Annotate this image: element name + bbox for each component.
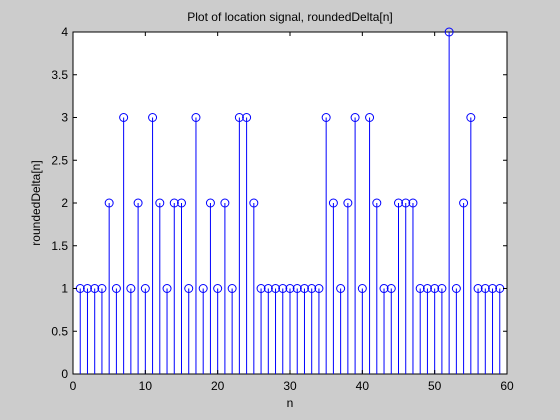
stem-marker (394, 198, 403, 208)
y-tick-label: 0 (61, 367, 68, 381)
stem-marker (459, 198, 469, 208)
y-axis-ticks: 0 0.5 1 1.5 2 2.5 3 3.5 4 (51, 25, 507, 381)
x-axis-ticks: 0 10 20 30 40 50 60 (70, 32, 514, 393)
y-axis-label: roundedDelta[n] (29, 160, 43, 245)
stem-marker (430, 284, 440, 293)
stem-marker (285, 284, 295, 293)
x-tick-label: 30 (283, 379, 297, 393)
stem-marker (220, 198, 230, 208)
y-tick-label: 3 (61, 111, 68, 125)
stem-marker (415, 284, 425, 293)
stem-marker (314, 284, 324, 293)
x-axis-label: n (287, 396, 294, 410)
stem-marker (480, 284, 490, 293)
stem-marker (256, 284, 266, 293)
x-tick-label: 10 (139, 379, 153, 393)
stem-marker (271, 284, 281, 293)
stem-marker (444, 27, 454, 37)
stem-marker (278, 284, 288, 293)
y-tick-label: 4 (61, 25, 68, 39)
stem-marker (126, 284, 136, 293)
stem-marker (350, 113, 360, 122)
stem-series (75, 27, 505, 374)
stem-marker (328, 198, 338, 208)
stem-marker (365, 113, 375, 122)
x-tick-label: 40 (356, 379, 370, 393)
y-tick-label: 1 (61, 282, 68, 296)
stem-marker (263, 284, 273, 293)
stem-marker (119, 113, 129, 122)
stem-marker (104, 198, 114, 208)
stem-marker (169, 198, 179, 208)
stem-marker (422, 284, 432, 293)
stem-marker (133, 198, 143, 208)
y-tick-label: 1.5 (51, 239, 68, 253)
stem-marker (357, 284, 367, 293)
stem-marker (249, 198, 259, 208)
y-tick-label: 2.5 (51, 153, 68, 167)
stem-marker (205, 198, 215, 208)
stem-marker (155, 198, 165, 208)
stem-marker (191, 113, 201, 122)
stem-marker (299, 284, 309, 293)
stem-marker (148, 113, 158, 122)
stem-marker (111, 284, 121, 293)
stem-marker (184, 284, 194, 293)
x-tick-label: 20 (211, 379, 225, 393)
stem-marker (343, 198, 353, 208)
x-tick-label: 0 (70, 379, 77, 393)
stem-marker (162, 284, 172, 293)
stem-marker (234, 113, 244, 122)
x-tick-label: 50 (428, 379, 442, 393)
stem-marker (177, 198, 186, 208)
chart-title: Plot of location signal, roundedDelta[n] (187, 10, 392, 24)
y-tick-label: 3.5 (51, 68, 68, 82)
stem-marker (198, 284, 208, 293)
stem-marker (488, 284, 498, 293)
stem-marker (292, 284, 302, 293)
stem-marker (140, 284, 150, 293)
stem-marker (227, 284, 237, 293)
stem-marker (466, 113, 476, 122)
y-tick-label: 0.5 (51, 324, 68, 338)
stem-marker (451, 284, 461, 293)
stem-marker (401, 198, 411, 208)
x-tick-label: 60 (500, 379, 514, 393)
stem-marker (386, 284, 396, 293)
stem-marker (97, 284, 107, 293)
stem-marker (307, 284, 317, 293)
stem-marker (437, 284, 447, 293)
stem-marker (408, 198, 418, 208)
stem-marker (242, 113, 252, 122)
stem-marker (473, 284, 483, 293)
stem-marker (82, 284, 92, 293)
stem-marker (321, 113, 331, 122)
stem-marker (90, 284, 100, 293)
stem-marker (213, 284, 223, 293)
stem-marker (379, 284, 389, 293)
stem-marker (372, 198, 382, 208)
y-tick-label: 2 (61, 196, 68, 210)
stem-marker (336, 284, 346, 293)
